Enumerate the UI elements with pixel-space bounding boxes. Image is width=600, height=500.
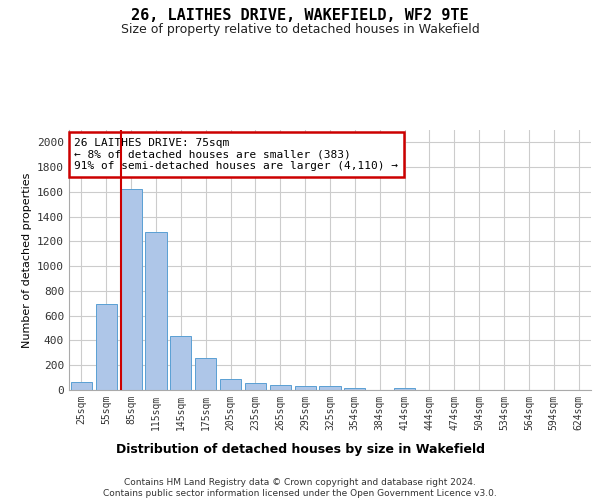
Bar bbox=[71, 382, 92, 390]
Bar bbox=[319, 386, 341, 390]
Bar bbox=[394, 388, 415, 390]
Bar bbox=[96, 304, 117, 390]
Bar bbox=[295, 386, 316, 390]
Text: 26 LAITHES DRIVE: 75sqm
← 8% of detached houses are smaller (383)
91% of semi-de: 26 LAITHES DRIVE: 75sqm ← 8% of detached… bbox=[74, 138, 398, 171]
Text: Contains HM Land Registry data © Crown copyright and database right 2024.
Contai: Contains HM Land Registry data © Crown c… bbox=[103, 478, 497, 498]
Bar bbox=[245, 383, 266, 390]
Text: Size of property relative to detached houses in Wakefield: Size of property relative to detached ho… bbox=[121, 22, 479, 36]
Bar bbox=[170, 336, 191, 390]
Bar bbox=[195, 358, 216, 390]
Bar bbox=[220, 379, 241, 390]
Text: Distribution of detached houses by size in Wakefield: Distribution of detached houses by size … bbox=[115, 442, 485, 456]
Bar bbox=[145, 232, 167, 390]
Y-axis label: Number of detached properties: Number of detached properties bbox=[22, 172, 32, 348]
Bar bbox=[270, 385, 291, 390]
Bar bbox=[344, 388, 365, 390]
Bar bbox=[121, 189, 142, 390]
Text: 26, LAITHES DRIVE, WAKEFIELD, WF2 9TE: 26, LAITHES DRIVE, WAKEFIELD, WF2 9TE bbox=[131, 8, 469, 22]
